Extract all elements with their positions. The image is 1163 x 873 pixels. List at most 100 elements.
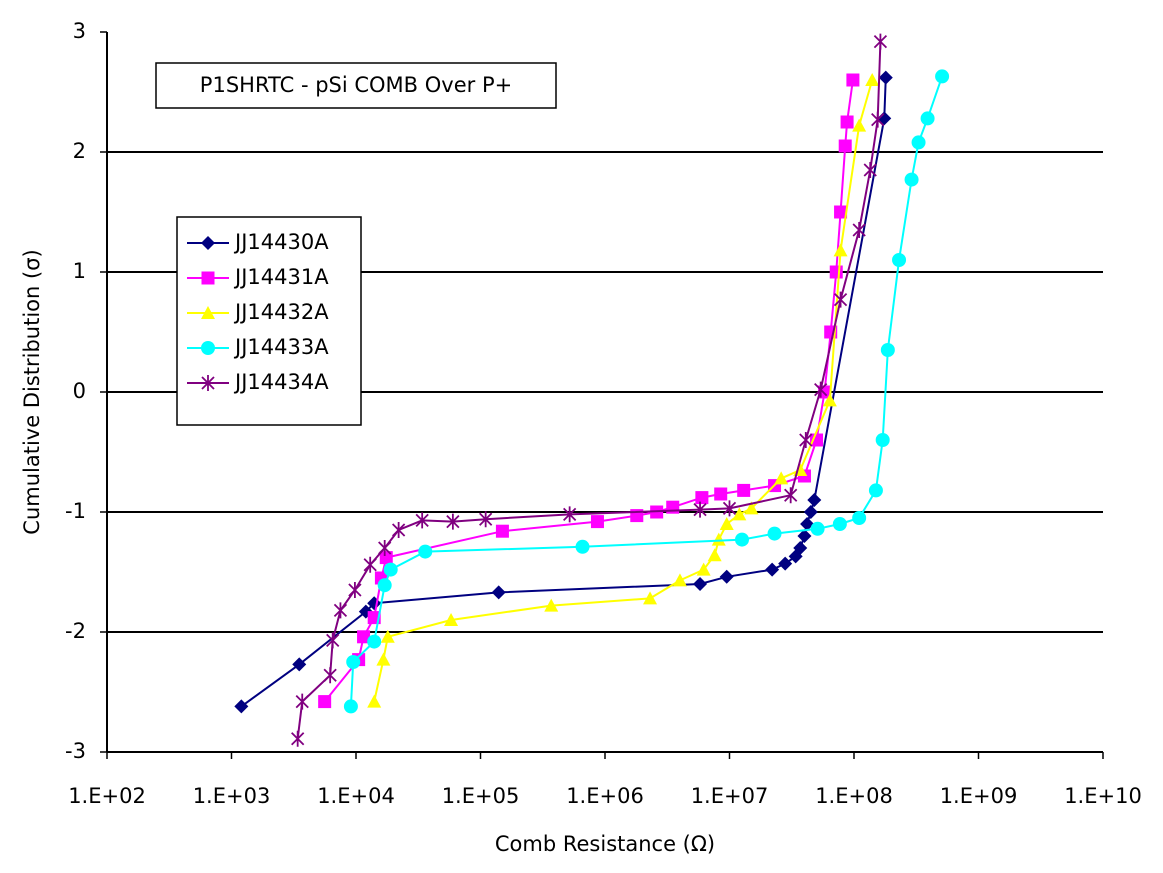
series [343,69,950,714]
marker [575,539,590,554]
marker [234,699,249,714]
series-line [296,41,882,739]
marker [201,236,215,250]
marker [323,667,337,684]
marker [295,693,309,710]
marker [846,73,860,87]
marker [852,222,866,238]
marker [714,487,728,501]
marker [333,602,348,619]
legend-label: JJ14432A [233,300,329,324]
y-tick-label: 3 [73,19,86,43]
marker [822,393,837,407]
marker [711,532,726,546]
marker [880,343,895,357]
y-tick-label: -3 [65,739,86,763]
marker [318,695,332,709]
series [291,33,888,747]
marker [367,634,382,649]
marker [834,205,848,219]
marker [892,253,907,267]
marker [871,111,885,128]
marker [765,562,780,577]
series [367,73,880,708]
marker [326,632,340,649]
marker [868,483,883,498]
marker [852,118,867,132]
marker [793,541,808,555]
marker [832,517,847,531]
legend-label: JJ14431A [233,265,329,289]
marker [292,657,307,672]
y-tick-label: -2 [65,619,86,643]
marker [875,433,890,447]
marker [495,524,509,538]
x-tick-label: 1.E+08 [815,784,893,808]
marker [722,500,737,517]
marker [201,306,215,319]
marker [838,139,852,153]
marker [732,507,747,521]
marker [672,573,687,587]
marker [799,432,813,448]
marker [418,544,433,559]
chart-title: P1SHRTC - pSi COMB Over P+ [200,73,512,97]
marker [911,135,926,150]
marker [367,694,382,708]
marker [829,265,843,279]
series-line [323,79,854,703]
marker [376,652,391,666]
y-tick-label: 2 [73,139,86,163]
marker [840,115,854,129]
marker [201,375,215,391]
marker [935,69,950,84]
marker [444,613,459,626]
marker [707,548,722,562]
marker [201,271,215,285]
marker [803,505,818,519]
marker [784,487,798,504]
series [318,73,860,709]
marker [346,655,361,669]
marker [363,556,377,573]
marker [446,513,460,530]
marker [810,521,825,536]
marker [774,471,789,485]
marker [744,501,759,515]
x-tick-label: 1.E+04 [317,784,395,808]
marker [814,381,828,398]
marker [833,291,848,308]
x-axis-title: Comb Resistance (Ω) [495,832,715,856]
marker [719,517,734,530]
marker [379,551,393,565]
legend-label: JJ14430A [233,230,329,254]
annotation-box [155,62,557,109]
marker [873,33,888,50]
marker [920,111,935,126]
marker [800,517,815,531]
marker [833,243,848,257]
marker [563,506,577,523]
marker [797,529,812,543]
marker [291,730,305,747]
marker [696,562,711,576]
marker [544,598,559,612]
marker [734,532,749,547]
marker [693,577,708,591]
x-tick-label: 1.E+05 [442,784,520,808]
marker [767,526,782,541]
marker [348,582,362,598]
marker [810,433,824,447]
x-tick-label: 1.E+03 [193,784,271,808]
marker [377,578,392,593]
x-tick-label: 1.E+06 [566,784,644,808]
x-tick-label: 1.E+02 [68,784,146,808]
marker [643,591,658,605]
marker [378,540,392,556]
marker [695,491,709,505]
x-tick-label: 1.E+10 [1064,784,1142,808]
marker [807,493,822,507]
marker [863,162,877,178]
x-tick-label: 1.E+09 [940,784,1018,808]
marker [391,522,406,538]
